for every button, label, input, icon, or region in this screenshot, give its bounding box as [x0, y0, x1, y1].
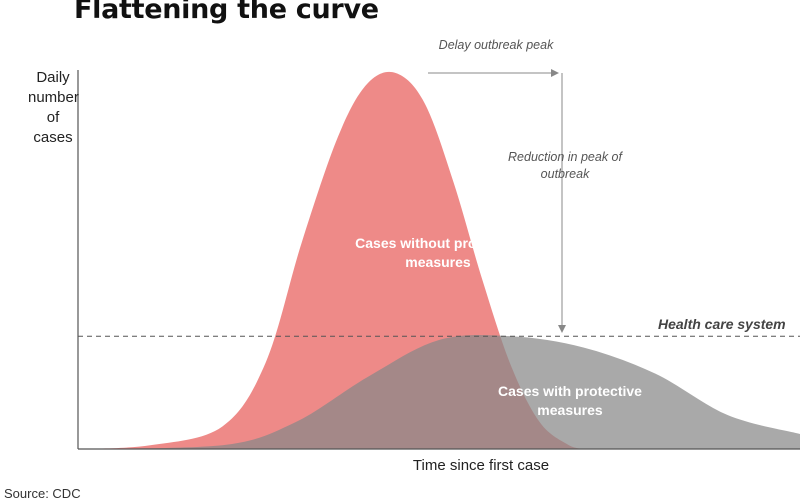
x-axis-label: Time since first case — [412, 457, 550, 474]
y-axis-label: Daily number of cases — [28, 69, 79, 146]
delay-peak-annotation: Delay outbreak peak — [438, 38, 554, 52]
health-care-system-label: Health care system — [658, 316, 786, 332]
source-note: Source: CDC — [4, 486, 81, 501]
chart-title: Flattening the curve — [74, 0, 379, 25]
series-without-measures-label: Cases without protective measures — [355, 235, 521, 270]
series-with-measures-label: Cases with protective measures — [498, 383, 642, 418]
reduction-peak-annotation: Reduction in peak of outbreak — [508, 150, 622, 181]
series-with-measures-area — [78, 334, 800, 449]
